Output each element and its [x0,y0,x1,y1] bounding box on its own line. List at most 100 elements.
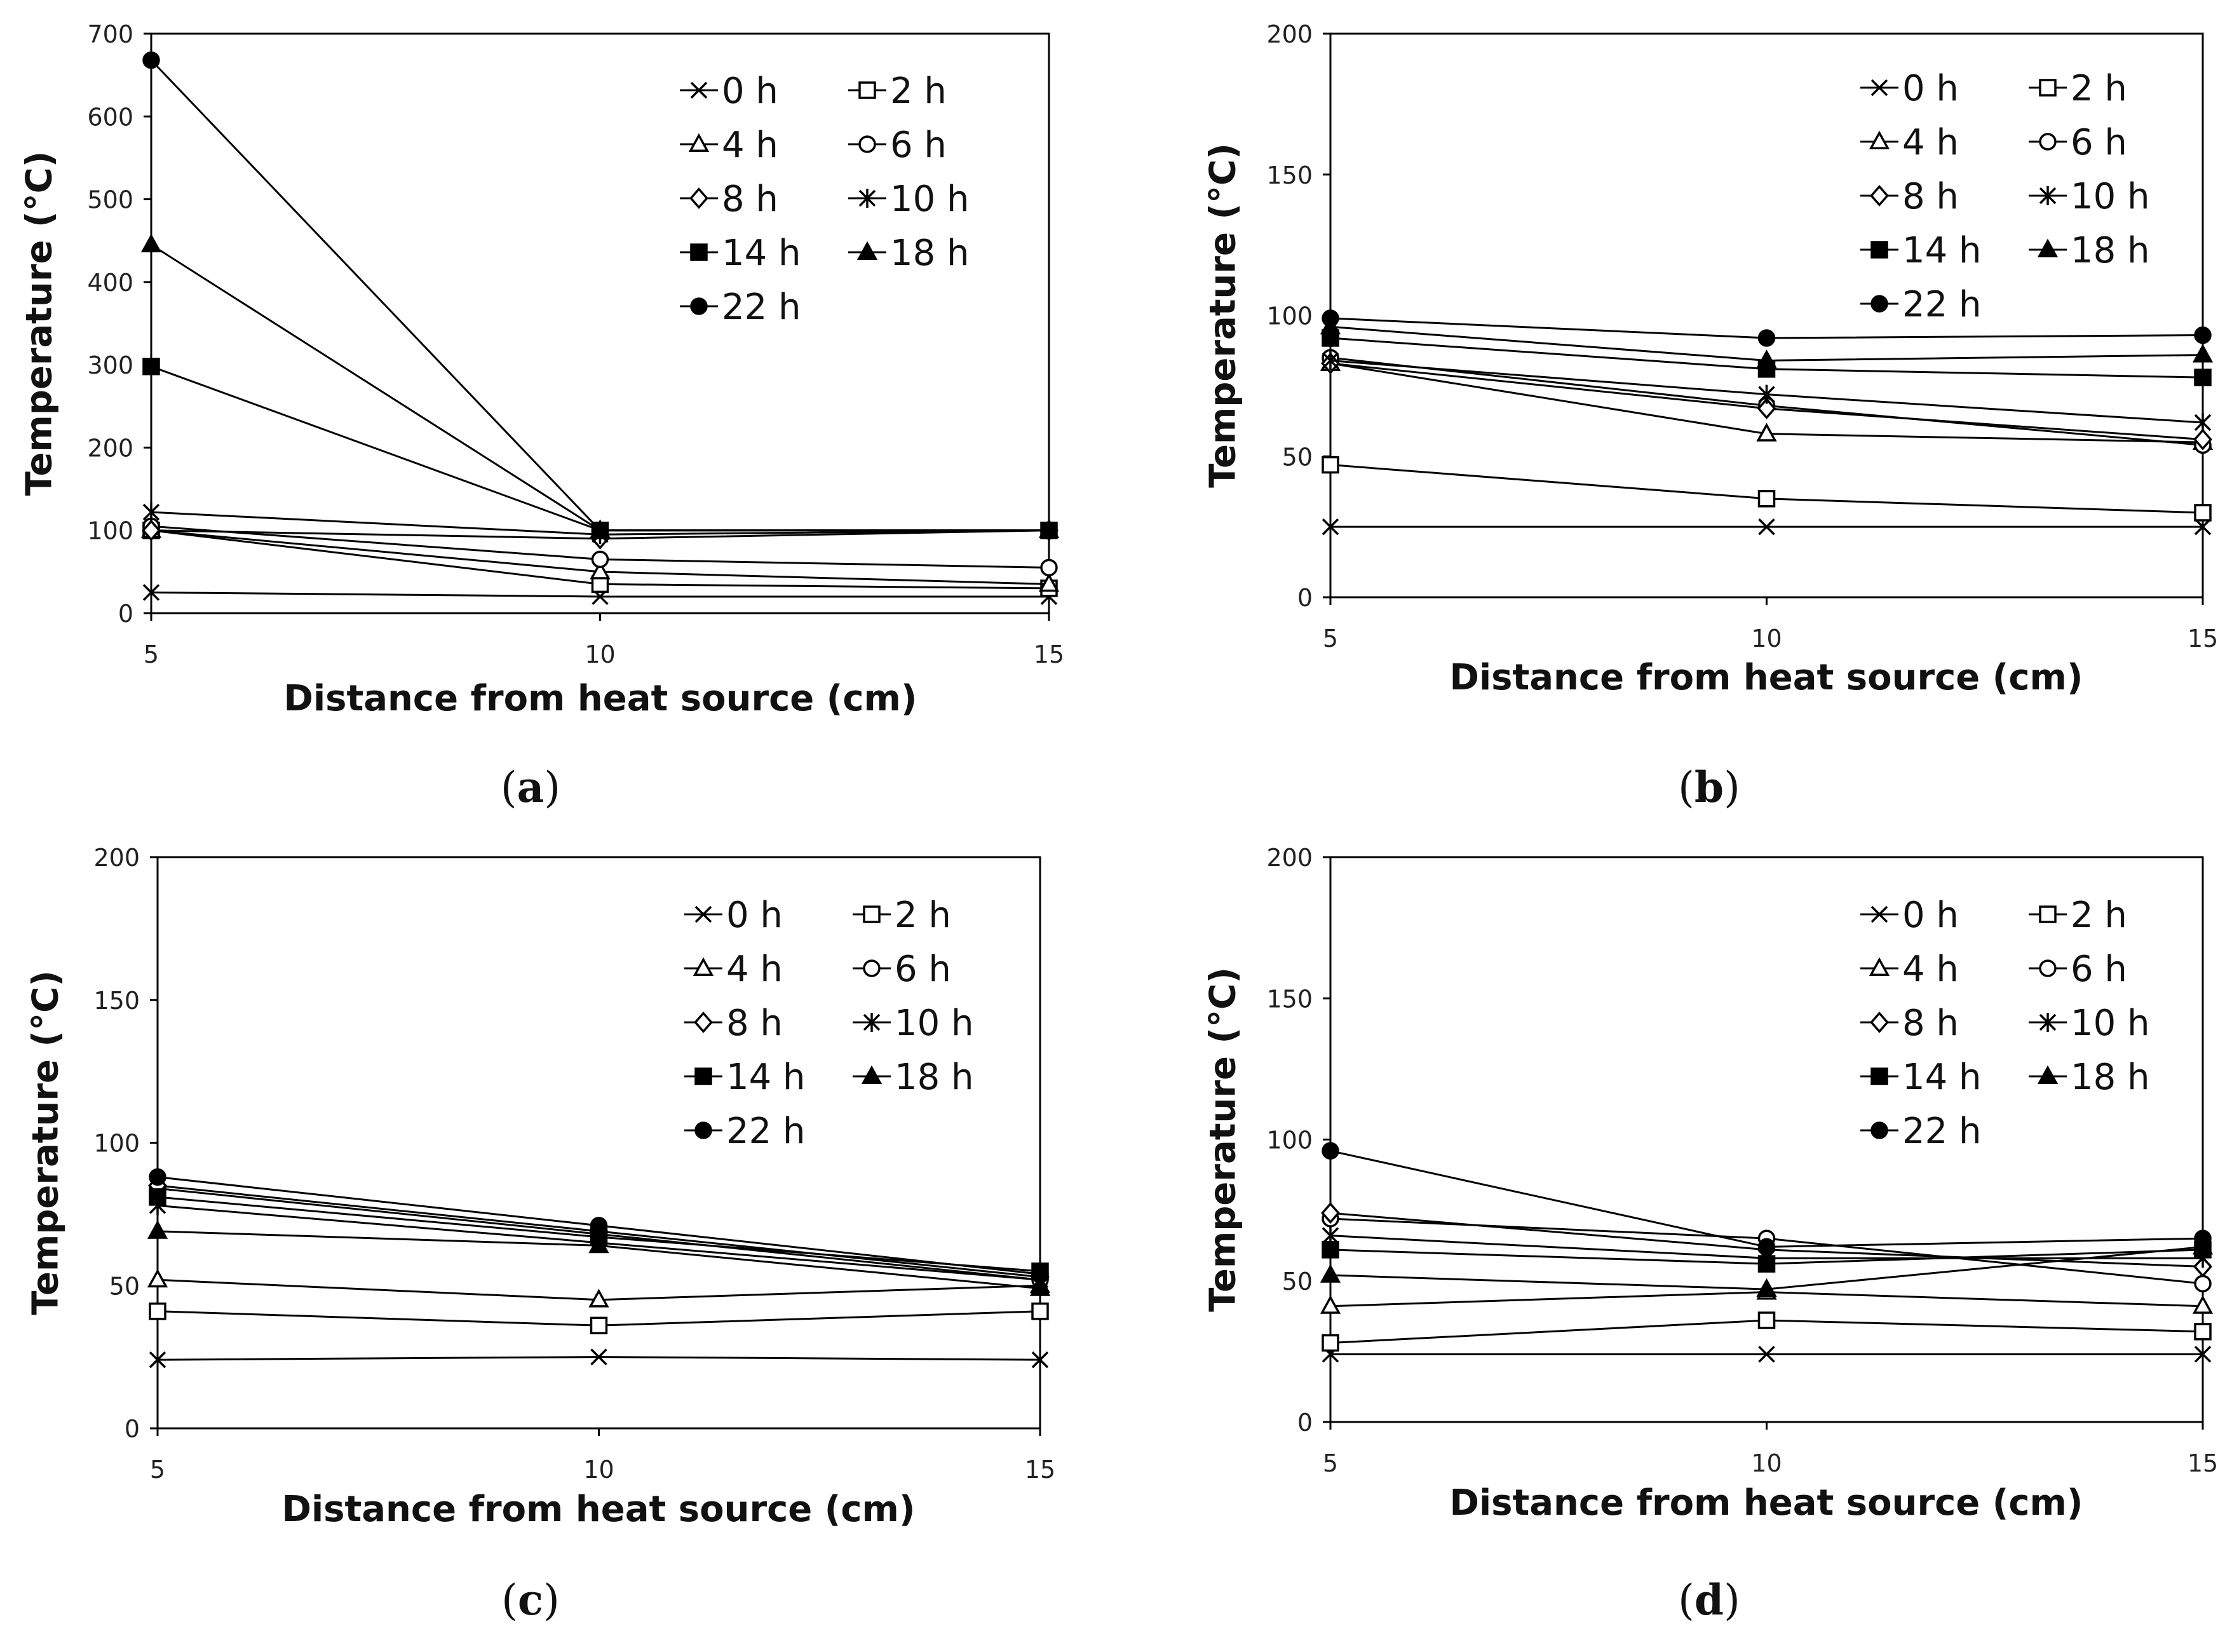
data-point [1321,1202,1340,1224]
series-22h [149,1168,1049,1283]
y-tick-label: 300 [87,351,133,379]
legend-item: 18 h [2029,1057,2150,1098]
panel-letter: b [1694,762,1724,812]
data-point [1322,1334,1339,1352]
x-axis-title: Distance from heat source (cm) [1449,1482,2083,1524]
data-point [147,1268,168,1288]
x-tick-label: 15 [1025,1456,1055,1484]
legend-marker [690,81,708,99]
data-point [142,503,160,522]
series-2h [149,1302,1049,1334]
chart-panel-d: 0 50 100 150 200 5 10 15 Distance from heat sour… [1203,844,2219,1625]
y-tick-label: 0 [1297,584,1313,612]
y-tick-label: 200 [1266,844,1313,872]
legend-item: 2 h [853,895,951,936]
legend-item: 8 h [680,179,778,220]
data-point [1031,1302,1049,1320]
data-point [1758,384,1775,404]
data-point [588,1234,609,1254]
series-18h [140,233,1060,538]
y-tick-label: 150 [93,987,140,1015]
legend-marker [690,297,708,315]
panel-label: (b) [1678,762,1740,812]
legend-label: 0 h [1902,68,1959,109]
legend-label: 6 h [2071,949,2127,990]
legend-item: 14 h [684,1057,806,1098]
legend-label: 4 h [722,125,778,166]
data-point [590,1217,608,1235]
legend-marker [1870,1011,1889,1034]
x-tick-label: 15 [2188,625,2218,653]
data-point [2194,1229,2212,1247]
legend-marker [2039,1013,2057,1032]
data-point [1322,351,1339,370]
legend-marker [2039,186,2057,205]
legend-marker [1870,79,1888,97]
legend-label: 14 h [1902,1057,1982,1098]
data-point [1322,309,1339,327]
series-14h [1322,1241,2212,1273]
series-0h [1322,1346,2212,1363]
data-point [149,1168,166,1186]
data-point [149,1351,166,1369]
data-point [1757,1311,1776,1329]
legend-label: 0 h [1902,895,1959,936]
y-axis-title: Temperature (°C) [25,970,67,1315]
legend-item: 10 h [853,1003,974,1044]
legend: 0 h 2 h 4 h 6 h 8 h 10 h 14 h 18 h 22 h [1860,895,2150,1152]
legend-item: 10 h [2029,1003,2150,1044]
y-tick-label: 200 [87,434,133,462]
legend-marker [694,1121,712,1139]
legend-item: 14 h [1860,230,1982,271]
legend-label: 14 h [1902,230,1982,271]
data-point [1322,1241,1339,1259]
legend-item: 8 h [1860,176,1959,217]
legend-item: 22 h [1860,1111,1982,1152]
legend-marker [863,959,881,977]
legend-item: 4 h [1860,122,1959,163]
x-tick-label: 5 [1323,625,1338,653]
legend-label: 22 h [722,287,801,328]
panel-letter: d [1694,1575,1724,1625]
legend-item: 4 h [680,125,778,166]
y-tick-label: 50 [1282,443,1313,471]
series-2h [1322,1311,2212,1352]
data-point [149,1188,166,1206]
legend-item: 4 h [684,949,783,990]
legend-marker [863,905,881,923]
legend-label: 14 h [722,233,801,274]
y-axis-title: Temperature (°C) [1203,143,1244,488]
data-point [588,1289,609,1308]
legend-marker [689,187,708,210]
legend-marker [694,1067,712,1085]
legend-label: 6 h [895,949,951,990]
legend-marker [1870,184,1889,207]
legend-label: 18 h [895,1057,974,1098]
y-tick-label: 100 [1266,1127,1313,1154]
chart-panel-a: 0 100 200 300 400 500 600 700 5 10 15 Distance from… [19,20,1065,812]
legend-marker [2037,238,2059,257]
legend-label: 10 h [890,179,970,220]
legend-item: 22 h [680,287,801,328]
x-axis-title: Distance from heat source (cm) [1449,657,2083,698]
legend-item: 2 h [848,71,947,112]
data-point [2194,413,2212,433]
data-point [2192,1295,2214,1314]
legend-item: 22 h [1860,284,1982,325]
legend-label: 2 h [2071,895,2127,936]
legend-label: 18 h [890,233,970,274]
series-2h [1322,456,2212,522]
legend-label: 0 h [722,71,778,112]
legend-label: 8 h [722,179,778,220]
legend-label: 4 h [1902,949,1959,990]
legend-item: 18 h [2029,230,2150,271]
legend-label: 2 h [895,895,951,936]
legend-marker [690,243,708,261]
legend-item: 8 h [1860,1003,1959,1044]
legend-label: 22 h [1902,284,1982,325]
legend-label: 10 h [2071,176,2150,217]
legend-marker [1870,241,1888,259]
plot-area-frame [1329,856,2204,1423]
legend-label: 4 h [1902,122,1959,163]
x-tick-label: 15 [2188,1449,2218,1477]
